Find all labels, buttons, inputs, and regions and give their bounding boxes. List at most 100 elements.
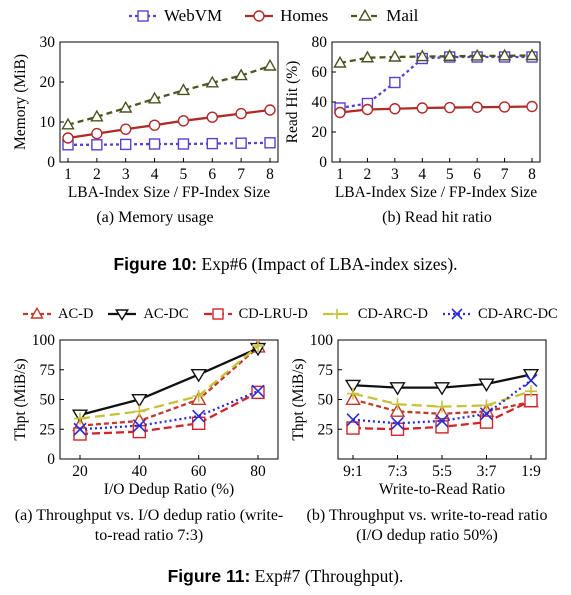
fig11b-point-cd-arc-dc: [435, 414, 449, 428]
fig10a-point-mail: [263, 58, 277, 71]
fig10-legend-item-homes: Homes: [244, 6, 328, 26]
fig10b-xtick-label: 6: [473, 166, 481, 183]
fig11a-point-cd-arc-d: [252, 339, 264, 352]
fig11a-series-cd-lru-d: [73, 385, 265, 441]
fig10b-xtick-label: 7: [501, 166, 509, 183]
fig11a-point-cd-arc-d: [74, 412, 86, 425]
fig11b-point-cd-arc-d: [436, 400, 448, 413]
fig11a-series-line-ac-dc: [79, 347, 259, 417]
fig11-legend-swatch-cd-arc-dc: [442, 308, 471, 320]
fig10a-xtick-label: 6: [208, 166, 216, 183]
fig10b-xtick-label: 4: [418, 166, 426, 183]
fig11b-point-ac-d: [434, 405, 450, 420]
fig10b-point-homes: [389, 103, 401, 115]
fig11a-xaxis-label: I/O Dedup Ratio (%): [104, 481, 234, 498]
fig11-legend: AC-D AC-DC CD-LRU-D CD-ARC-D CD-ARC-DC: [22, 305, 571, 323]
fig11a-xtick-label: 60: [191, 463, 207, 480]
fig10a-point-webvm: [120, 138, 132, 151]
fig11b-point-cd-arc-d: [391, 398, 404, 411]
fig11b-plot-frame: [337, 339, 547, 460]
fig11b-point-ac-dc: [478, 378, 495, 392]
fig10a-point-webvm: [264, 137, 276, 149]
fig10a-xtick-label: 5: [180, 166, 188, 183]
fig10a-point-mail: [61, 117, 75, 130]
fig11b-ytick-label: 50: [318, 392, 334, 409]
fig10a-point-mail: [176, 83, 191, 96]
fig11-legend-swatch-ac-dc: [108, 309, 137, 321]
fig11b-point-cd-arc-dc: [479, 407, 494, 421]
fig10b-point-webvm: [389, 76, 401, 89]
fig11a-point-cd-arc-dc: [73, 422, 87, 436]
fig10a-point-homes: [62, 132, 74, 144]
fig11-caption-label: Figure 11:: [167, 566, 251, 586]
fig10a-point-webvm: [91, 139, 103, 151]
fig10b-yaxis-label: Read Hit (%): [284, 61, 301, 144]
fig10a-xaxis-label: LBA-Index Size / FP-Index Size: [68, 184, 270, 200]
fig11a-point-ac-dc: [131, 393, 148, 408]
fig11-legend-swatch-ac-d: [23, 306, 51, 319]
fig11b-series-cd-arc-dc: [346, 373, 538, 430]
fig10-legend-item-mail: Mail: [350, 6, 418, 26]
fig10b-point-mail: [333, 55, 347, 68]
legend-marker-triangle: [358, 8, 372, 21]
fig10a-series-line-mail: [67, 64, 271, 126]
legend-label: AC-D: [58, 305, 94, 322]
fig10-caption-text: Exp#6 (Impact of LBA-index sizes).: [197, 254, 458, 274]
fig11-legend-swatch-cd-arc-d: [322, 309, 351, 319]
fig10b-point-mail: [388, 49, 402, 62]
fig11b-xtick-label: 1:9: [521, 463, 541, 480]
fig11b-point-cd-lru-d: [346, 421, 360, 435]
fig11b-point-ac-dc: [389, 382, 406, 396]
fig11b-point-ac-dc: [433, 382, 451, 396]
fig11a-xtick-label: 20: [72, 463, 88, 480]
legend-marker-circle: [253, 10, 265, 22]
legend-label: CD-LRU-D: [238, 305, 308, 322]
fig11a-point-cd-arc-dc: [132, 419, 146, 433]
fig10b-xtick-label: 2: [364, 166, 372, 183]
fig10b-series-line-mail: [339, 54, 533, 65]
fig10a-point-homes: [235, 107, 247, 120]
fig10b-ytick-label: 40: [312, 94, 328, 111]
fig10a-point-webvm: [148, 138, 161, 150]
fig11a-yaxis-label: Thpt (MiB/s): [12, 358, 29, 440]
fig11a-ytick-label: 75: [40, 362, 56, 379]
fig10b-point-mail: [415, 49, 429, 62]
fig11a-series-line-ac-d: [79, 346, 259, 427]
fig10a-point-mail: [119, 100, 133, 113]
fig10b-ytick-label: 80: [312, 34, 328, 51]
fig11a-ytick-label: 50: [40, 392, 56, 409]
fig10b-subcaption: (b) Read hit ratio: [382, 209, 492, 226]
fig11a-ytick-label: 100: [32, 332, 56, 349]
legend-marker-x: [451, 308, 463, 320]
fig11a-point-cd-lru-d: [132, 424, 147, 439]
fig10b-point-mail: [497, 48, 512, 61]
fig10a-point-webvm: [235, 137, 247, 149]
fig10b-xtick-label: 8: [528, 166, 536, 183]
fig11b-series-cd-arc-d: [347, 385, 537, 413]
fig10a-point-homes: [177, 115, 190, 127]
fig10a-point-webvm: [177, 138, 190, 150]
fig11a-point-cd-lru-d: [73, 427, 87, 441]
fig11a-point-cd-arc-d: [192, 389, 205, 402]
fig11-caption: Figure 11: Exp#7 (Throughput).: [0, 566, 571, 587]
legend-marker-triangle: [30, 306, 44, 319]
fig11b-point-cd-arc-dc: [390, 416, 405, 430]
fig11a-throughput-dedup-chart: 0 25 50 75 100 20 40 60 80 I/O Dedup Ratio (%) Thp…: [12, 332, 279, 498]
legend-label: CD-ARC-D: [357, 305, 428, 322]
legend-marker-plus: [331, 309, 342, 319]
fig10a-subcaption: (a) Memory usage: [96, 209, 214, 226]
fig10b-point-homes: [498, 101, 511, 113]
fig11a-series-line-cd-lru-d: [79, 391, 259, 436]
fig10-legend-swatch-homes: [245, 10, 274, 22]
fig10a-xtick-label: 3: [122, 166, 130, 183]
fig10b-point-homes: [416, 102, 428, 114]
fig10b-point-homes: [334, 106, 346, 119]
fig11b-point-cd-arc-d: [525, 385, 537, 398]
fig11-legend-item-ac-dc: AC-DC: [107, 305, 189, 323]
fig11a-series-line-cd-arc-dc: [79, 390, 259, 431]
fig11a-point-ac-dc: [190, 369, 207, 383]
fig10b-point-mail: [525, 48, 539, 61]
fig11b-ytick-label: 25: [318, 421, 334, 438]
fig10-caption-label: Figure 10:: [113, 254, 198, 274]
fig10b-xaxis-label: LBA-Index Size / FP-Index Size: [335, 184, 537, 200]
